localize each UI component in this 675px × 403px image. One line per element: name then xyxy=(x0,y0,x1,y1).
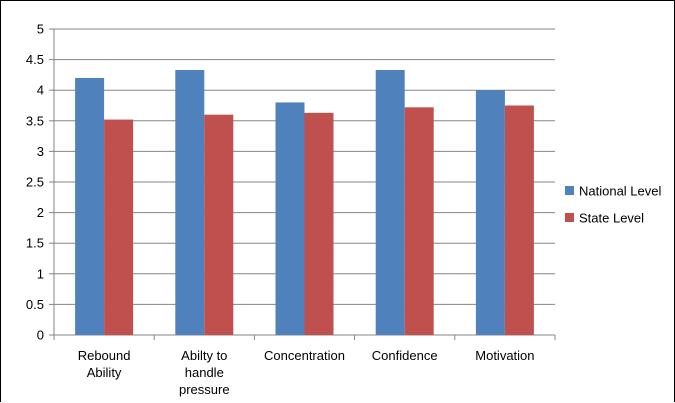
y-tick-labels: 0 0.5 1 1.5 2 2.5 3 3.5 4 4.5 5 xyxy=(26,22,44,343)
x-tick-label: Concentration xyxy=(264,348,345,363)
legend-label-state: State Level xyxy=(579,211,644,226)
bar-national-2 xyxy=(275,102,305,335)
x-tick-label: Abilty to handle pressure xyxy=(179,348,230,397)
x-tick-label: Confidence xyxy=(372,348,438,363)
legend: National Level State Level xyxy=(565,184,661,226)
y-tick-label: 4 xyxy=(37,83,44,98)
bar-national-3 xyxy=(375,70,405,335)
bar-state-1 xyxy=(204,114,234,336)
legend-swatch-national xyxy=(565,186,574,195)
legend-swatch-state xyxy=(565,213,574,222)
y-tick-label: 0.5 xyxy=(26,297,44,312)
x-tick-labels: Rebound Ability Abilty to handle pressure Con… xyxy=(78,348,535,397)
x-tick-label-line: Ability xyxy=(87,365,122,380)
x-tick-label: Motivation xyxy=(475,348,534,363)
bar-state-3 xyxy=(404,107,434,335)
x-tick-label-line: Abilty to xyxy=(181,348,227,363)
bar-national-4 xyxy=(475,90,505,335)
x-tick-label: Rebound Ability xyxy=(78,348,131,380)
y-tick-label: 2.5 xyxy=(26,175,44,190)
y-tick-label: 3.5 xyxy=(26,113,44,128)
bars xyxy=(75,70,534,336)
y-tick-label: 0 xyxy=(37,328,44,343)
x-tick-label-line: Rebound xyxy=(78,348,131,363)
y-tick-label: 1 xyxy=(37,266,44,281)
bar-national-1 xyxy=(175,70,205,335)
bar-state-2 xyxy=(304,112,334,336)
x-tick-label-line: Motivation xyxy=(475,348,534,363)
bar-state-4 xyxy=(504,105,534,335)
y-tick-label: 1.5 xyxy=(26,236,44,251)
x-tick-label-line: handle xyxy=(185,365,224,380)
legend-label-national: National Level xyxy=(579,184,661,199)
bar-state-0 xyxy=(104,119,134,336)
y-tick-label: 5 xyxy=(37,22,44,37)
y-tick-label: 4.5 xyxy=(26,52,44,67)
y-tick-label: 3 xyxy=(37,144,44,159)
bar-national-0 xyxy=(75,77,105,336)
x-tick-label-line: pressure xyxy=(179,382,230,397)
x-tick-label-line: Confidence xyxy=(372,348,438,363)
y-tick-label: 2 xyxy=(37,205,44,220)
x-tick-label-line: Concentration xyxy=(264,348,345,363)
